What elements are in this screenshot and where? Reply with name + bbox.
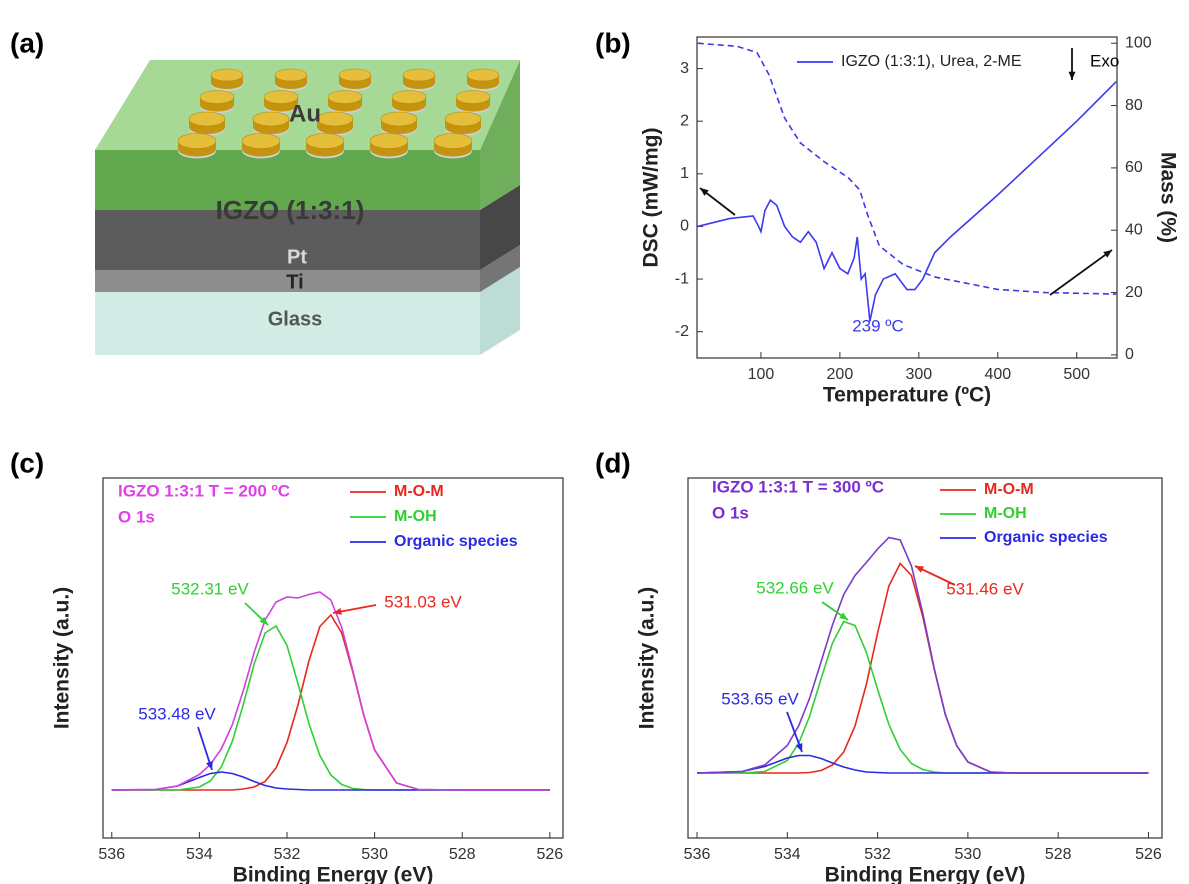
x-tick-label: 536 — [98, 846, 125, 863]
x-tick-label: 534 — [186, 846, 213, 863]
annotation: 532.66 eV — [756, 578, 834, 597]
disc-top — [392, 91, 426, 104]
annotation: 532.31 eV — [171, 579, 249, 598]
legend-label: M-OH — [984, 505, 1027, 522]
y2-tick-label: 20 — [1125, 284, 1143, 301]
panel-label: (b) — [595, 27, 631, 58]
x-axis-label: Binding Energy (eV) — [233, 864, 434, 884]
y2-axis-label: Mass (%) — [1156, 152, 1179, 243]
legend-label: M-O-M — [394, 483, 444, 500]
arrow-head — [1103, 250, 1112, 258]
layer-label: Glass — [268, 308, 322, 330]
disc-top — [445, 112, 481, 126]
x-tick-label: 530 — [361, 846, 388, 863]
panel-label: (a) — [10, 27, 44, 58]
y-axis-label: DSC (mW/mg) — [640, 128, 663, 268]
disc-top — [339, 69, 371, 81]
disc-top — [211, 69, 243, 81]
disc-top — [275, 69, 307, 81]
disc-top — [317, 112, 353, 126]
disc-top — [370, 134, 408, 149]
arrow-head — [839, 612, 848, 620]
disc-top — [434, 134, 472, 149]
annotation: 533.65 eV — [721, 689, 799, 708]
y-tick-label: 1 — [680, 165, 689, 182]
legend-label: M-O-M — [984, 481, 1034, 498]
data-line — [697, 538, 1148, 774]
disc-top — [306, 134, 344, 149]
x-tick-label: 532 — [864, 846, 891, 863]
data-line — [698, 43, 1116, 294]
x-tick-label: 536 — [684, 846, 711, 863]
disc-top — [242, 134, 280, 149]
disc-top — [189, 112, 225, 126]
x-tick-label: 528 — [1045, 846, 1072, 863]
legend-label: IGZO (1:3:1), Urea, 2-ME — [841, 53, 1021, 70]
panel-header: IGZO 1:3:1 T = 200 ºC — [118, 481, 290, 500]
x-tick-label: 526 — [537, 846, 564, 863]
y-tick-label: 3 — [680, 60, 689, 77]
panel-label: (d) — [595, 447, 631, 478]
x-tick-label: 300 — [905, 366, 932, 383]
y2-tick-label: 40 — [1125, 221, 1143, 238]
arrow-head — [206, 761, 213, 770]
x-tick-label: 400 — [984, 366, 1011, 383]
disc-top — [381, 112, 417, 126]
x-tick-label: 526 — [1135, 846, 1162, 863]
x-tick-label: 534 — [774, 846, 801, 863]
annotation-arrow — [1050, 250, 1112, 295]
x-axis-label: Temperature (ºC) — [823, 384, 991, 407]
data-line — [112, 592, 550, 790]
disc-top — [253, 112, 289, 126]
plot-frame — [103, 478, 563, 838]
y2-tick-label: 80 — [1125, 97, 1143, 114]
layer-label: IGZO (1:3:1) — [216, 195, 365, 225]
x-tick-label: 500 — [1063, 366, 1090, 383]
page: (a) Au IGZO (1:3:1) Pt Ti Glass (b)10020… — [0, 0, 1189, 884]
figure: (a) Au IGZO (1:3:1) Pt Ti Glass (b)10020… — [0, 0, 1189, 884]
disc-top — [328, 91, 362, 104]
layer-label: Pt — [287, 246, 307, 268]
annotation: 239 ºC — [852, 316, 904, 335]
panel-header: O 1s — [712, 503, 749, 522]
x-axis-label: Binding Energy (eV) — [825, 864, 1026, 884]
y-axis-label: Intensity (a.u.) — [51, 587, 74, 729]
annotation: 533.48 eV — [138, 704, 216, 723]
panel-header: O 1s — [118, 507, 155, 526]
data-line — [112, 615, 550, 790]
device-diagram: (a) Au IGZO (1:3:1) Pt Ti Glass — [10, 27, 520, 355]
x-tick-label: 100 — [748, 366, 775, 383]
plot-frame — [697, 37, 1117, 358]
data-line — [698, 82, 1116, 321]
x-tick-label: 530 — [955, 846, 982, 863]
annotation: 531.46 eV — [946, 579, 1024, 598]
legend-label: Organic species — [984, 529, 1108, 546]
panel-header: IGZO 1:3:1 T = 300 ºC — [712, 477, 884, 496]
annotation: Exo — [1090, 51, 1119, 70]
y-axis-label: Intensity (a.u.) — [636, 587, 659, 729]
y-tick-label: -2 — [675, 323, 689, 340]
disc-top — [178, 134, 216, 149]
disc-top — [456, 91, 490, 104]
x-tick-label: 528 — [449, 846, 476, 863]
arrow-head — [1068, 72, 1075, 80]
x-tick-label: 532 — [274, 846, 301, 863]
layer-label: Au — [289, 100, 321, 127]
y-tick-label: 0 — [680, 218, 689, 235]
disc-top — [467, 69, 499, 81]
y2-tick-label: 0 — [1125, 346, 1134, 363]
y-tick-label: 2 — [680, 112, 689, 129]
panel-label: (c) — [10, 447, 44, 478]
legend-label: Organic species — [394, 533, 518, 550]
x-tick-label: 200 — [827, 366, 854, 383]
legend-label: M-OH — [394, 508, 437, 525]
layer-label: Ti — [286, 271, 303, 293]
disc-top — [403, 69, 435, 81]
disc-top — [200, 91, 234, 104]
annotation: 531.03 eV — [384, 592, 462, 611]
y2-tick-label: 100 — [1125, 34, 1152, 51]
y2-tick-label: 60 — [1125, 159, 1143, 176]
y-tick-label: -1 — [675, 270, 689, 287]
